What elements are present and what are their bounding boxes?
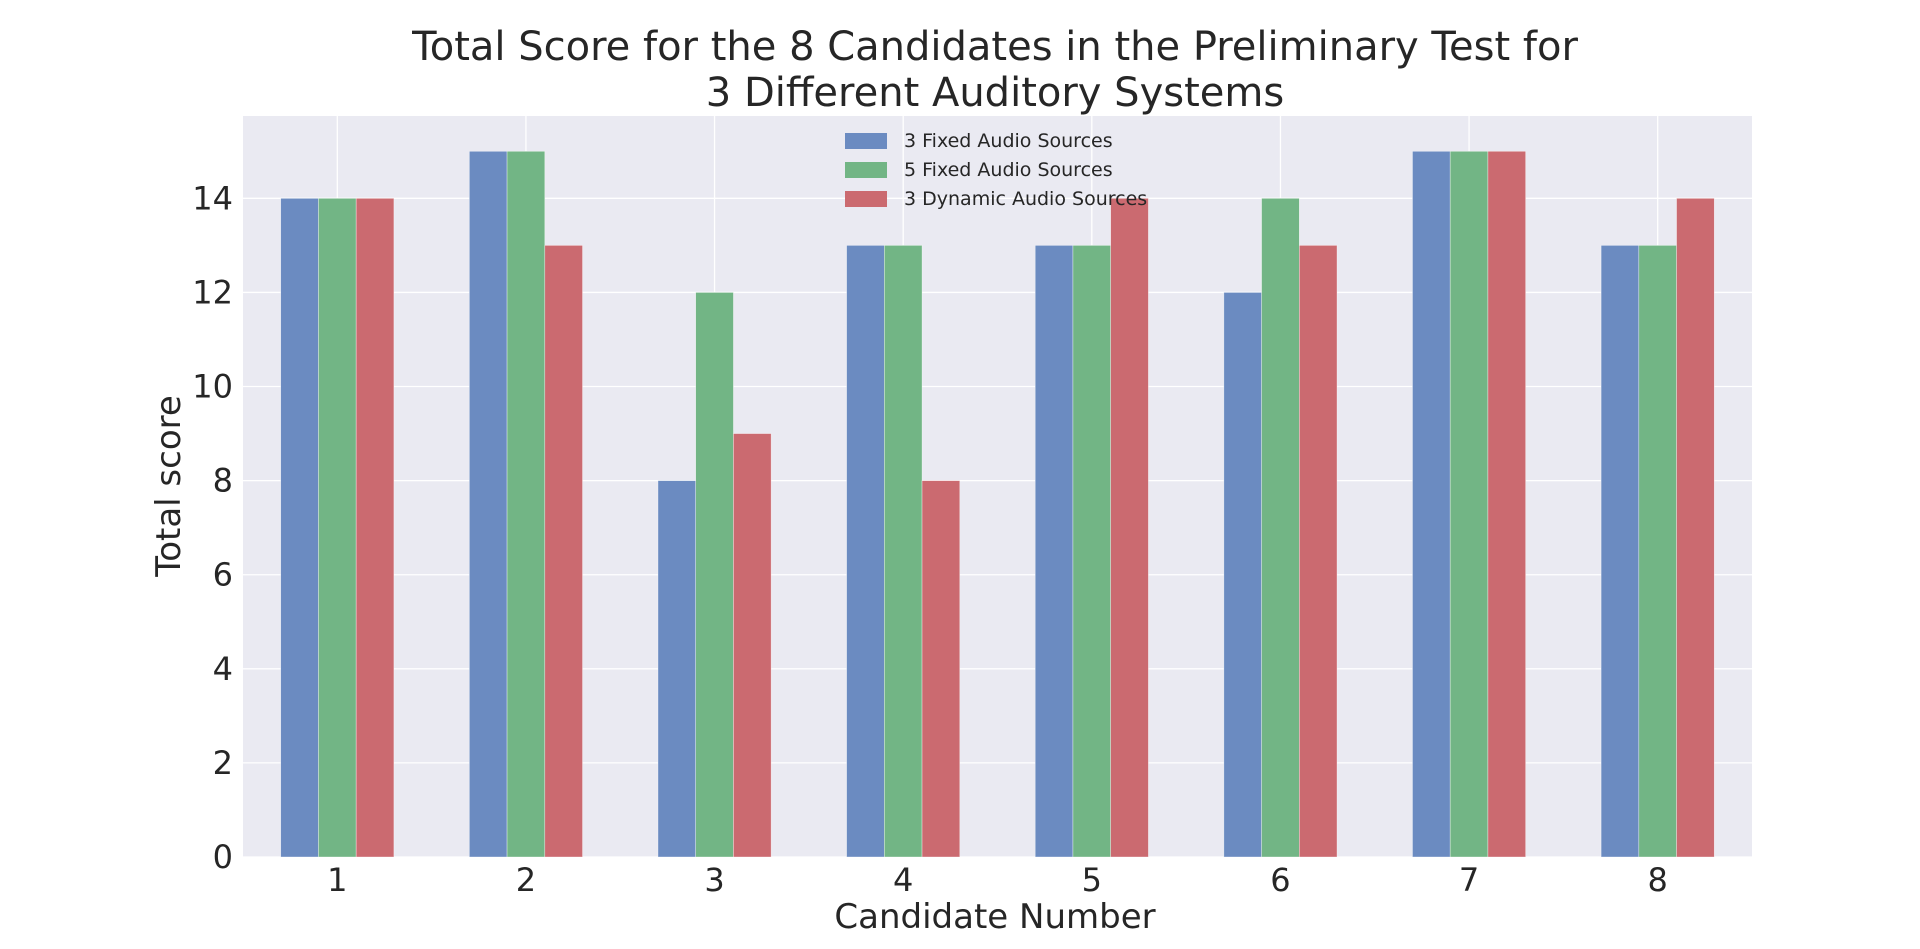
y-tick-label: 4 [213, 650, 233, 688]
bar-series-2-candidate-2 [506, 150, 546, 858]
y-tick-label: 8 [213, 462, 233, 500]
bar-series-1-candidate-7 [1412, 150, 1451, 858]
y-axis-label: Total score [149, 395, 189, 578]
bar-series-3-candidate-3 [733, 433, 772, 858]
x-tick-label: 2 [516, 861, 536, 899]
bar-series-3-candidate-4 [921, 480, 961, 858]
bar-series-1-candidate-1 [280, 198, 319, 858]
x-tick-label: 7 [1459, 861, 1479, 899]
bar-series-2-candidate-5 [1072, 245, 1111, 858]
x-tick-label: 1 [327, 861, 347, 899]
y-tick-label: 10 [192, 368, 233, 406]
legend-label: 3 Dynamic Audio Sources [904, 188, 1147, 210]
chart-title-line-2: 3 Different Auditory Systems [706, 70, 1284, 116]
y-tick-label: 6 [213, 556, 233, 594]
legend-swatch [845, 191, 887, 207]
bar-series-1-candidate-3 [657, 480, 696, 858]
chart-title-line-1: Total Score for the 8 Candidates in the … [411, 24, 1578, 70]
x-tick-label: 3 [704, 861, 724, 899]
x-tick-label: 4 [893, 861, 913, 899]
y-tick-labels: 0 2 4 6 8 10 12 14 [192, 179, 233, 876]
bar-series-3-candidate-8 [1676, 198, 1715, 858]
bar-series-1-candidate-4 [846, 245, 885, 858]
bar-series-3-candidate-6 [1299, 245, 1338, 858]
bar-series-2-candidate-1 [318, 198, 357, 858]
y-tick-label: 2 [213, 744, 233, 782]
x-axis-label: Candidate Number [834, 897, 1155, 937]
bar-series-3-candidate-7 [1487, 150, 1526, 858]
legend-label: 5 Fixed Audio Sources [904, 159, 1113, 181]
x-tick-labels: 1 2 3 4 5 6 7 8 [327, 861, 1668, 899]
x-tick-label: 8 [1648, 861, 1668, 899]
y-tick-label: 12 [192, 273, 233, 311]
bar-series-3-candidate-1 [355, 198, 395, 858]
bar-series-1-candidate-5 [1034, 245, 1074, 858]
bar-series-3-candidate-5 [1110, 198, 1149, 858]
legend-swatch [845, 162, 887, 178]
bar-series-1-candidate-8 [1600, 245, 1640, 858]
chart-title: Total Score for the 8 Candidates in the … [411, 24, 1578, 116]
bar-series-2-candidate-6 [1261, 198, 1300, 858]
bar-series-2-candidate-4 [884, 245, 923, 858]
bar-series-1-candidate-2 [469, 150, 508, 858]
y-tick-label: 14 [192, 179, 233, 217]
x-tick-label: 6 [1270, 861, 1290, 899]
bar-series-2-candidate-8 [1638, 245, 1677, 858]
bar-series-2-candidate-7 [1449, 150, 1489, 858]
bar-series-3-candidate-2 [544, 245, 583, 858]
legend-label: 3 Fixed Audio Sources [904, 130, 1113, 152]
bars [280, 150, 1715, 858]
bar-series-1-candidate-6 [1223, 292, 1262, 858]
legend-swatch [845, 133, 887, 149]
x-tick-label: 5 [1082, 861, 1102, 899]
y-tick-label: 0 [213, 838, 233, 876]
bar-series-2-candidate-3 [695, 292, 734, 858]
legend: 3 Fixed Audio Sources 5 Fixed Audio Sourc… [845, 130, 1147, 210]
